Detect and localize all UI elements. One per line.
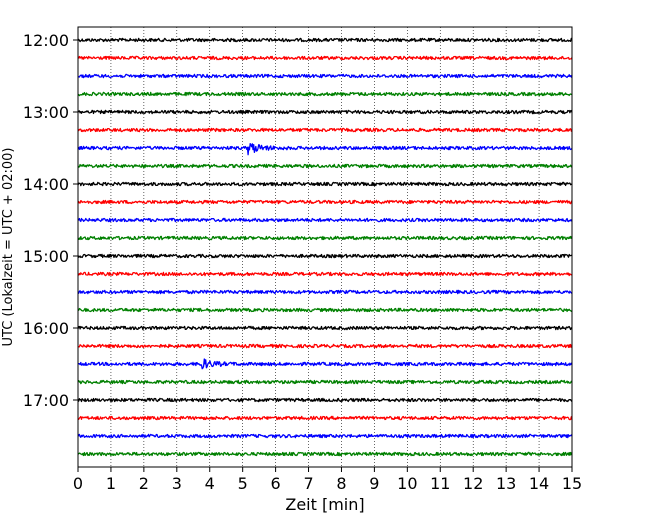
x-tick-label: 7 xyxy=(303,474,313,493)
trace-line xyxy=(77,55,573,61)
y-axis: 12:00 13:00 14:00 15:00 16:00 17:00 xyxy=(23,31,78,410)
x-tick-label: 5 xyxy=(238,474,248,493)
x-tick-label: 12 xyxy=(463,474,483,493)
trace-line xyxy=(77,37,572,43)
trace-line xyxy=(77,109,573,115)
x-tick-label: 3 xyxy=(172,474,182,493)
plot-area xyxy=(78,27,572,467)
trace-line xyxy=(77,163,573,169)
trace-line xyxy=(78,307,573,313)
y-axis-label: UTC (Lokalzeit = UTC + 02:00) xyxy=(1,148,16,347)
y-tick-label: 13:00 xyxy=(23,103,69,122)
x-tick-label: 9 xyxy=(369,474,379,493)
trace-line xyxy=(77,415,573,421)
traces-group xyxy=(77,37,573,457)
trace-line xyxy=(77,127,573,133)
trace-line xyxy=(77,358,573,370)
trace-line xyxy=(77,289,573,295)
grid-lines xyxy=(110,27,540,467)
y-tick-label: 16:00 xyxy=(23,319,69,338)
trace-line xyxy=(77,253,573,259)
trace-line xyxy=(77,433,573,439)
plot-frame xyxy=(77,26,573,468)
trace-line xyxy=(77,217,573,223)
x-tick-label: 14 xyxy=(529,474,549,493)
trace-line xyxy=(77,343,573,349)
y-tick-label: 14:00 xyxy=(23,175,69,194)
trace-line xyxy=(77,271,573,277)
trace-line xyxy=(77,451,573,457)
trace-line xyxy=(77,143,573,156)
x-tick-label: 13 xyxy=(496,474,516,493)
trace-line xyxy=(77,181,573,187)
trace-line xyxy=(77,73,573,79)
trace-line xyxy=(77,379,573,385)
x-tick-label: 2 xyxy=(139,474,149,493)
x-tick-label: 15 xyxy=(562,474,582,493)
x-tick-label: 1 xyxy=(106,474,116,493)
x-tick-label: 10 xyxy=(397,474,417,493)
x-tick-label: 8 xyxy=(336,474,346,493)
x-axis: 0 1 2 3 4 5 6 7 8 9 10 11 12 13 14 15 xyxy=(73,467,582,493)
trace-line xyxy=(77,235,573,241)
trace-line xyxy=(77,397,573,403)
x-axis-label: Zeit [min] xyxy=(285,495,364,514)
y-tick-label: 12:00 xyxy=(23,31,69,50)
y-tick-label: 15:00 xyxy=(23,247,69,266)
trace-line xyxy=(77,91,573,97)
x-tick-label: 11 xyxy=(430,474,450,493)
x-tick-label: 0 xyxy=(73,474,83,493)
x-tick-label: 6 xyxy=(271,474,281,493)
y-tick-label: 17:00 xyxy=(23,391,69,410)
trace-line xyxy=(77,199,573,205)
trace-line xyxy=(77,325,573,331)
x-tick-label: 4 xyxy=(205,474,215,493)
